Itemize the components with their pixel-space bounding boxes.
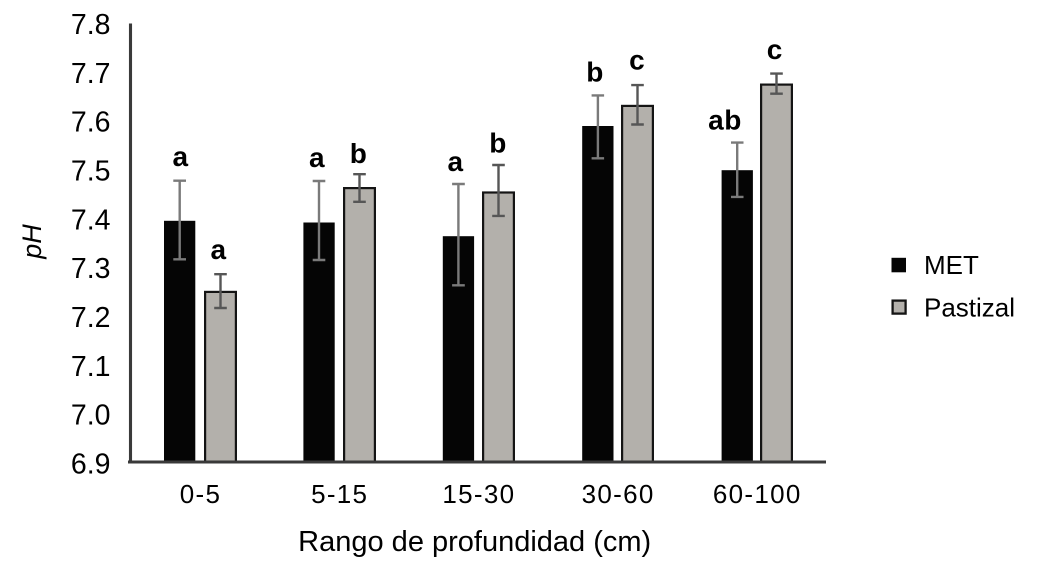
svg-text:30-60: 30-60	[582, 479, 655, 509]
svg-text:7.0: 7.0	[71, 400, 111, 432]
svg-text:c: c	[767, 34, 783, 65]
svg-text:7.7: 7.7	[71, 58, 111, 90]
svg-text:7.8: 7.8	[71, 9, 111, 41]
svg-text:0-5: 0-5	[180, 479, 221, 509]
svg-text:c: c	[629, 45, 645, 76]
svg-text:7.2: 7.2	[71, 302, 111, 334]
svg-text:Rango de profundidad (cm): Rango de profundidad (cm)	[298, 526, 651, 558]
svg-text:15-30: 15-30	[442, 479, 515, 509]
svg-text:7.4: 7.4	[71, 204, 111, 236]
svg-text:7.5: 7.5	[71, 156, 111, 188]
svg-text:b: b	[350, 138, 368, 169]
svg-text:MET: MET	[924, 250, 979, 280]
svg-text:7.6: 7.6	[71, 107, 111, 139]
svg-text:7.1: 7.1	[71, 351, 111, 383]
svg-text:pH: pH	[17, 224, 47, 260]
svg-text:a: a	[172, 141, 188, 172]
svg-text:5-15: 5-15	[311, 479, 368, 509]
svg-text:ab: ab	[708, 105, 742, 136]
svg-text:7.3: 7.3	[71, 253, 111, 285]
svg-text:b: b	[489, 128, 507, 159]
svg-text:b: b	[586, 57, 604, 88]
svg-text:a: a	[211, 234, 227, 265]
svg-text:a: a	[309, 142, 325, 173]
svg-text:Pastizal: Pastizal	[924, 293, 1015, 323]
svg-text:60-100: 60-100	[713, 479, 802, 509]
svg-text:a: a	[448, 146, 464, 177]
svg-text:6.9: 6.9	[71, 449, 111, 481]
